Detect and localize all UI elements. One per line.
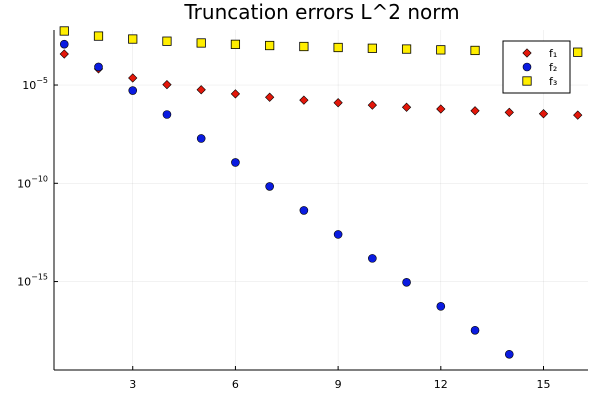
legend-box: [503, 41, 570, 93]
series-2-point: [231, 158, 239, 166]
legend-label-1: f₁: [549, 47, 557, 60]
legend-label-3: f₃: [549, 75, 557, 88]
x-tick-label: 15: [537, 378, 551, 391]
series-2-point: [505, 350, 513, 358]
x-tick-label: 9: [335, 378, 342, 391]
series-2-point: [266, 182, 274, 190]
series-2-point: [437, 302, 445, 310]
legend-marker-2: [523, 63, 531, 71]
series-2-point: [403, 278, 411, 286]
series-3-point: [231, 40, 239, 48]
x-tick-label: 6: [232, 378, 239, 391]
series-2-point: [95, 63, 103, 71]
series-3-point: [334, 43, 342, 51]
series-2-point: [197, 134, 205, 142]
series-3-point: [300, 42, 308, 50]
chart-title: Truncation errors L^2 norm: [183, 0, 459, 24]
series-3-point: [129, 35, 137, 43]
series-3-point: [197, 39, 205, 47]
series-3-point: [368, 44, 376, 52]
series-3-point: [94, 32, 102, 40]
series-3-point: [471, 46, 479, 54]
series-3-point: [437, 46, 445, 54]
series-3-point: [574, 48, 582, 56]
series-2-point: [471, 326, 479, 334]
series-3-point: [265, 41, 273, 49]
series-2-point: [300, 206, 308, 214]
legend-label-2: f₂: [549, 61, 557, 74]
series-3-point: [60, 27, 68, 35]
x-tick-label: 3: [129, 378, 136, 391]
series-2-point: [334, 230, 342, 238]
series-2-point: [129, 87, 137, 95]
series-3-point: [402, 45, 410, 53]
series-3-point: [163, 37, 171, 45]
legend-marker-3: [523, 77, 531, 85]
x-tick-label: 12: [434, 378, 448, 391]
series-2-point: [60, 40, 68, 48]
series-2-point: [368, 254, 376, 262]
series-2-point: [163, 111, 171, 119]
